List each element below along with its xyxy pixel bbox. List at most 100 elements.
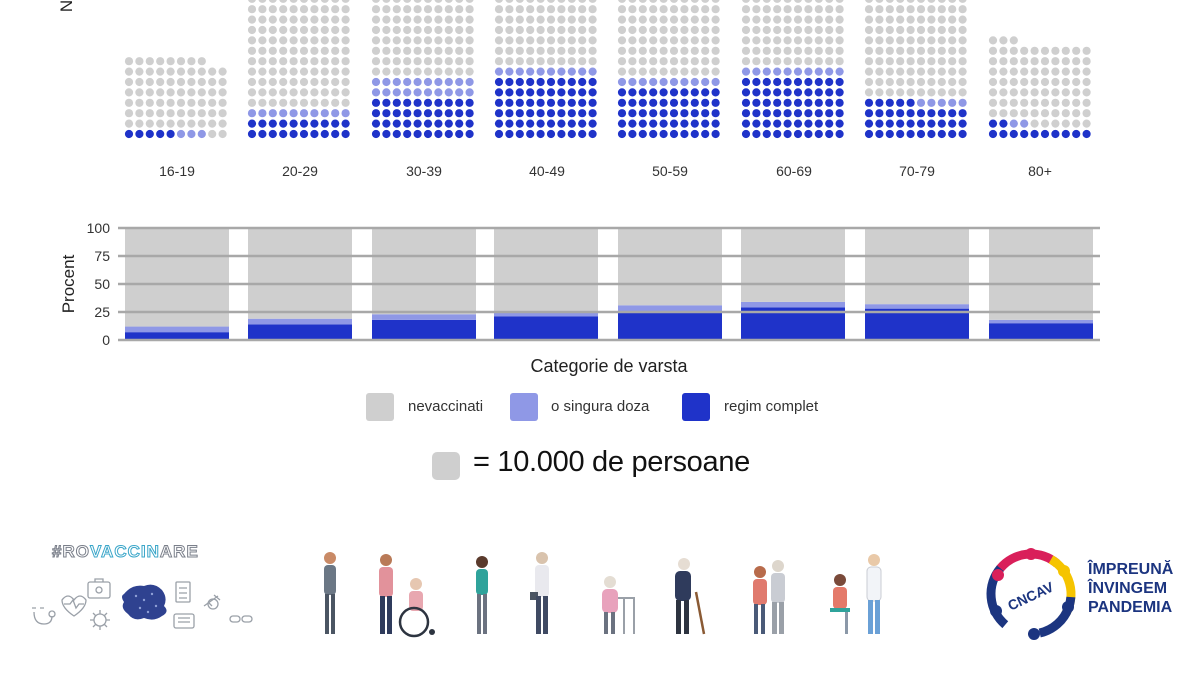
waffle-dot	[371, 25, 381, 35]
waffle-dot	[536, 88, 545, 97]
waffle-dot	[835, 46, 844, 55]
waffle-dot	[392, 46, 401, 55]
waffle-dot	[783, 77, 792, 87]
waffle-dot	[145, 67, 154, 76]
waffle-dot	[515, 57, 524, 66]
waffle-dot	[1040, 77, 1050, 87]
waffle-dot	[617, 77, 627, 87]
waffle-dot	[526, 36, 535, 45]
waffle-dot	[783, 0, 792, 3]
waffle-dot	[773, 129, 782, 139]
waffle-dot	[762, 67, 771, 76]
waffle-dot	[752, 5, 761, 14]
bar-segment-80+-nevaccinati	[989, 228, 1093, 320]
waffle-dot	[588, 119, 597, 128]
waffle-dot	[948, 5, 957, 14]
waffle-dot	[773, 119, 782, 128]
waffle-dot	[711, 77, 720, 87]
waffle-dot	[403, 88, 412, 97]
waffle-dot	[299, 15, 309, 24]
waffle-dot	[906, 46, 915, 55]
waffle-dot	[916, 129, 926, 139]
waffle-dot	[875, 67, 884, 76]
waffle-dot	[618, 0, 626, 3]
waffle-dot	[505, 36, 514, 45]
waffle-dot	[341, 36, 350, 45]
waffle-dot	[773, 67, 782, 76]
waffle-dot	[773, 15, 782, 24]
waffle-dot	[567, 119, 576, 128]
waffle-dot	[638, 36, 647, 45]
waffle-category-label: 30-39	[406, 163, 442, 179]
waffle-dot	[958, 109, 967, 118]
waffle-dot	[680, 77, 689, 87]
waffle-dot	[320, 15, 329, 24]
waffle-dot	[268, 67, 277, 76]
waffle-dot	[793, 67, 803, 76]
waffle-dot	[649, 57, 658, 66]
waffle-dot	[804, 77, 813, 87]
waffle-category-label: 20-29	[282, 163, 318, 179]
waffle-dot	[617, 46, 627, 55]
waffle-dot	[628, 57, 637, 66]
waffle-dot	[1030, 109, 1039, 118]
waffle-dot	[331, 36, 340, 45]
waffle-dot	[762, 36, 771, 45]
waffle-dot	[1009, 119, 1018, 128]
waffle-dot	[773, 0, 782, 3]
waffle-dot	[999, 46, 1008, 55]
waffle-dot	[382, 36, 391, 45]
waffle-dot	[1072, 46, 1081, 55]
waffle-dot	[567, 0, 576, 3]
waffle-dot	[371, 88, 381, 97]
waffle-dot	[773, 5, 782, 14]
waffle-dot	[382, 98, 391, 107]
waffle-dot	[937, 129, 946, 139]
waffle-dot	[392, 109, 401, 118]
waffle-dot	[958, 57, 967, 66]
waffle-dot	[515, 119, 524, 128]
waffle-dot	[557, 77, 566, 87]
waffle-dot	[135, 98, 144, 107]
waffle-dot	[999, 98, 1008, 107]
waffle-dot	[896, 98, 905, 107]
waffle-dot	[927, 77, 936, 87]
waffle-dot	[927, 67, 936, 76]
waffle-dot	[557, 15, 566, 24]
waffle-dot	[494, 46, 504, 55]
waffle-dot	[814, 88, 823, 97]
waffle-dot	[1030, 88, 1039, 97]
waffle-dot	[1082, 129, 1091, 139]
waffle-dot	[515, 5, 524, 14]
waffle-dot	[268, 88, 277, 97]
waffle-dot	[247, 98, 257, 107]
waffle-dot	[392, 25, 401, 35]
waffle-dot	[896, 57, 905, 66]
waffle-dot	[649, 129, 658, 139]
waffle-dot	[783, 67, 792, 76]
waffle-dot	[382, 119, 391, 128]
waffle-dot	[268, 129, 277, 139]
waffle-dot	[494, 15, 504, 24]
waffle-dot	[690, 129, 699, 139]
waffle-dot	[825, 15, 834, 24]
bar-segment-30-39-o-singura-doza	[372, 314, 476, 320]
waffle-dot	[546, 77, 556, 87]
waffle-dot	[659, 109, 668, 118]
waffle-dot	[711, 67, 720, 76]
waffle-dot	[948, 36, 957, 45]
waffle-dot	[669, 119, 679, 128]
waffle-dot	[711, 98, 720, 107]
waffle-dot	[434, 109, 443, 118]
waffle-dot	[896, 5, 905, 14]
waffle-dot	[505, 25, 514, 35]
waffle-dot	[649, 15, 658, 24]
waffle-dot	[927, 119, 936, 128]
waffle-dot	[659, 88, 668, 97]
cncav-logo: CNCAV	[986, 548, 1076, 640]
waffle-dot	[896, 67, 905, 76]
waffle-dot	[546, 88, 556, 97]
bar-segment-16-19-nevaccinati	[125, 228, 229, 327]
waffle-dot	[741, 77, 751, 87]
waffle-dot	[1009, 67, 1018, 76]
